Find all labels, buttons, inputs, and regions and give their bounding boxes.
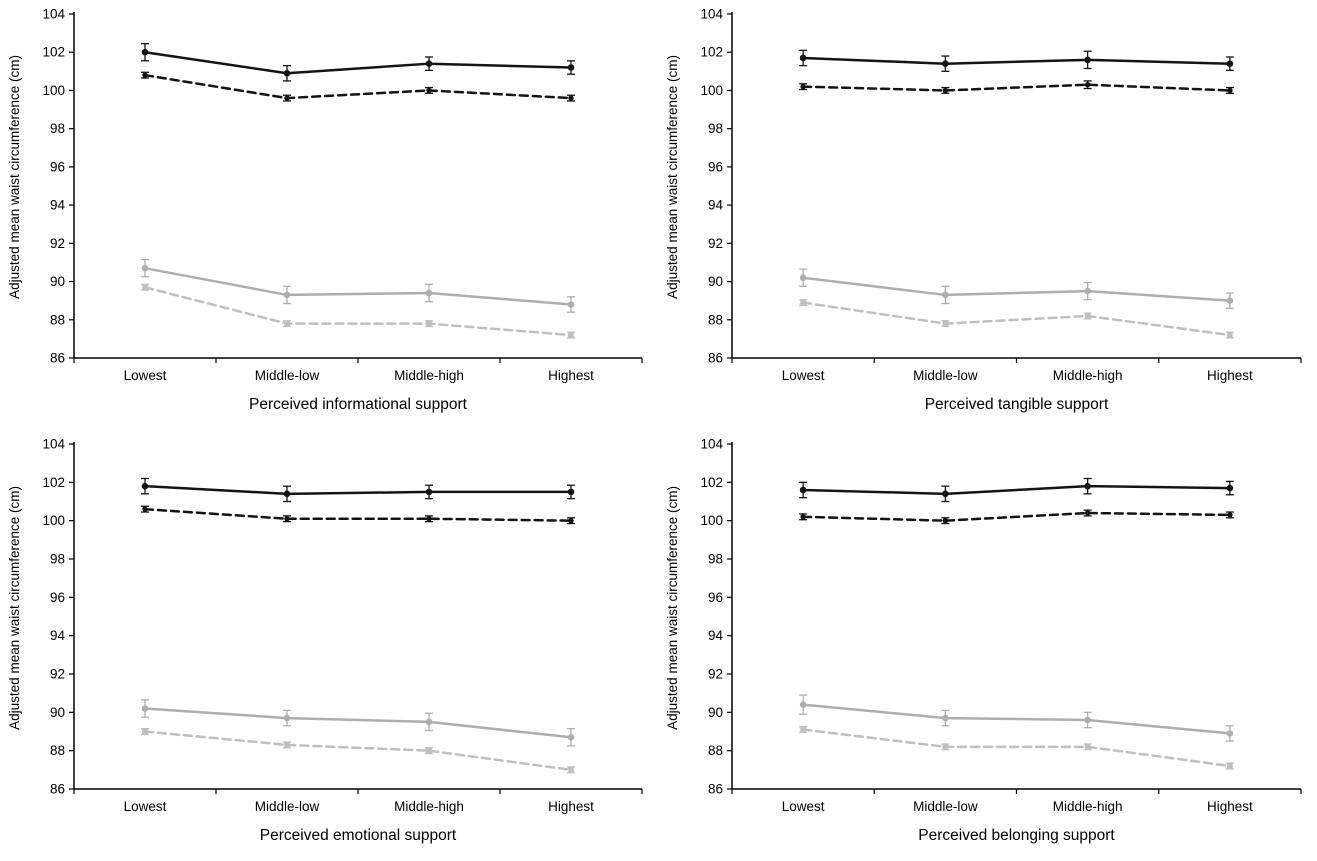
plot-area: 86 88 90 92 94 96 98 100 102 104 Lowest Middle-low M… (28, 430, 658, 825)
svg-text:Lowest: Lowest (124, 799, 167, 814)
svg-text:104: 104 (42, 437, 65, 452)
chart-panel-emotional: Adjusted mean waist circumference (cm) 8… (0, 430, 658, 861)
svg-text:98: 98 (50, 121, 65, 136)
svg-text:Middle-high: Middle-high (1053, 799, 1123, 814)
svg-text:Lowest: Lowest (124, 368, 167, 383)
chart-panel-tangible: Adjusted mean waist circumference (cm) 8… (658, 0, 1317, 430)
y-axis-label-column: Adjusted mean waist circumference (cm) (658, 430, 686, 825)
x-axis-label: Perceived emotional support (259, 827, 457, 845)
x-axis-label: Perceived belonging support (918, 827, 1115, 845)
y-axis-label-column: Adjusted mean waist circumference (cm) (0, 430, 28, 825)
svg-text:102: 102 (700, 475, 723, 490)
svg-text:92: 92 (50, 236, 65, 251)
svg-text:94: 94 (50, 628, 66, 643)
plot-row: Adjusted mean waist circumference (cm) 8… (0, 430, 658, 825)
svg-text:98: 98 (708, 121, 723, 136)
svg-text:Middle-high: Middle-high (394, 799, 464, 814)
plot-row: Adjusted mean waist circumference (cm) 8… (658, 430, 1317, 825)
chart-svg: 86 88 90 92 94 96 98 100 102 104 Lowest Middle-low M… (42, 437, 643, 814)
svg-text:100: 100 (700, 83, 723, 98)
chart-panel-informational: Adjusted mean waist circumference (cm) 8… (0, 0, 658, 430)
plot-row: Adjusted mean waist circumference (cm) 8… (0, 0, 658, 394)
y-axis-label: Adjusted mean waist circumference (cm) (6, 55, 22, 300)
svg-text:Middle-low: Middle-low (255, 368, 320, 383)
chart-panel-belonging: Adjusted mean waist circumference (cm) 8… (658, 430, 1317, 861)
svg-text:104: 104 (42, 7, 65, 22)
svg-text:94: 94 (708, 198, 724, 213)
svg-text:90: 90 (50, 705, 65, 720)
svg-text:92: 92 (708, 236, 723, 251)
svg-text:100: 100 (700, 513, 723, 528)
svg-text:Middle-high: Middle-high (394, 368, 464, 383)
plot-area: 86 88 90 92 94 96 98 100 102 104 Lowest Middle-low M… (686, 430, 1317, 825)
svg-text:90: 90 (708, 705, 723, 720)
svg-text:Middle-low: Middle-low (913, 799, 978, 814)
svg-text:86: 86 (708, 782, 723, 797)
svg-text:92: 92 (708, 667, 723, 682)
svg-text:96: 96 (50, 159, 65, 174)
svg-text:Highest: Highest (1207, 799, 1253, 814)
x-axis-label: Perceived tangible support (924, 396, 1109, 414)
y-axis-label: Adjusted mean waist circumference (cm) (6, 485, 22, 730)
svg-text:102: 102 (42, 45, 65, 60)
svg-text:96: 96 (708, 159, 723, 174)
svg-text:102: 102 (42, 475, 65, 490)
svg-text:Middle-high: Middle-high (1053, 368, 1123, 383)
svg-text:104: 104 (700, 7, 723, 22)
svg-text:100: 100 (42, 513, 65, 528)
chart-svg: 86 88 90 92 94 96 98 100 102 104 Lowest Middle-low M… (42, 7, 643, 383)
svg-text:Middle-low: Middle-low (913, 368, 978, 383)
svg-text:Lowest: Lowest (782, 368, 825, 383)
svg-text:98: 98 (50, 552, 65, 567)
svg-text:88: 88 (708, 312, 723, 327)
svg-text:90: 90 (50, 274, 65, 289)
svg-text:96: 96 (50, 590, 65, 605)
plot-row: Adjusted mean waist circumference (cm) 8… (658, 0, 1317, 394)
y-axis-label-column: Adjusted mean waist circumference (cm) (0, 0, 28, 394)
y-axis-label: Adjusted mean waist circumference (cm) (664, 55, 680, 300)
chart-svg: 86 88 90 92 94 96 98 100 102 104 Lowest Middle-low M… (700, 7, 1302, 383)
svg-text:86: 86 (50, 351, 65, 366)
svg-text:88: 88 (50, 743, 65, 758)
svg-text:98: 98 (708, 552, 723, 567)
svg-text:86: 86 (50, 782, 65, 797)
svg-text:88: 88 (708, 743, 723, 758)
svg-text:Lowest: Lowest (782, 799, 825, 814)
svg-text:102: 102 (700, 45, 723, 60)
svg-text:Highest: Highest (548, 368, 594, 383)
svg-text:94: 94 (708, 628, 724, 643)
svg-text:104: 104 (700, 437, 723, 452)
svg-text:Middle-low: Middle-low (255, 799, 320, 814)
y-axis-label-column: Adjusted mean waist circumference (cm) (658, 0, 686, 394)
plot-area: 86 88 90 92 94 96 98 100 102 104 Lowest Middle-low M… (28, 0, 658, 394)
x-axis-label: Perceived informational support (249, 396, 467, 414)
svg-text:Highest: Highest (548, 799, 594, 814)
svg-text:86: 86 (708, 351, 723, 366)
svg-text:90: 90 (708, 274, 723, 289)
plot-area: 86 88 90 92 94 96 98 100 102 104 Lowest Middle-low M… (686, 0, 1317, 394)
svg-text:Highest: Highest (1207, 368, 1253, 383)
chart-svg: 86 88 90 92 94 96 98 100 102 104 Lowest Middle-low M… (700, 437, 1302, 814)
y-axis-label: Adjusted mean waist circumference (cm) (664, 485, 680, 730)
svg-text:92: 92 (50, 667, 65, 682)
svg-text:94: 94 (50, 198, 66, 213)
svg-text:88: 88 (50, 312, 65, 327)
svg-text:96: 96 (708, 590, 723, 605)
svg-text:100: 100 (42, 83, 65, 98)
